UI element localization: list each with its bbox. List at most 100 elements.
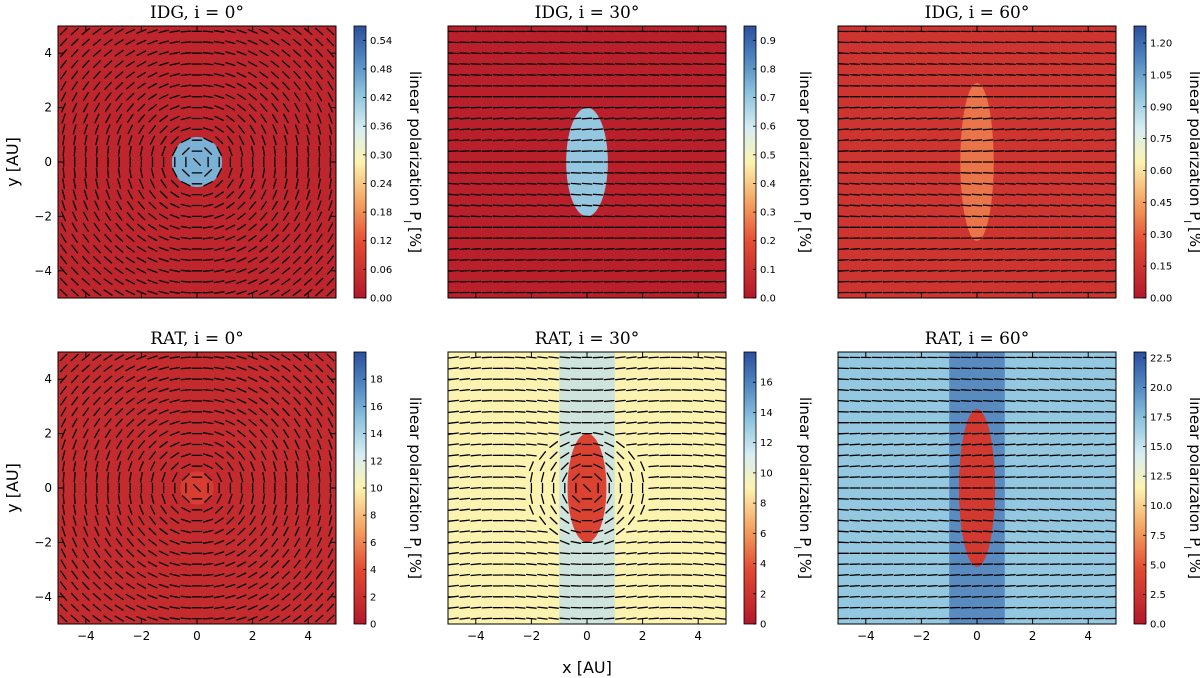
panel-title: RAT, i = 30° [535, 329, 639, 349]
y-tick-label: 4 [44, 372, 52, 386]
panel-idg-i60: IDG, i = 60° 0.00 0.15 0.30 0.45 0.60 0.75 0.90… [837, 3, 1200, 305]
colorbar-tick-label: 0.0 [760, 294, 776, 305]
polarization-vectors [838, 356, 1116, 620]
colorbar-tick-label: 16 [760, 378, 773, 389]
colorbar-tick-label: 0.30 [370, 150, 392, 161]
colorbar-tick-label: 4 [370, 565, 376, 576]
colorbar-tick-label: 10 [760, 468, 773, 479]
polarization-vectors [838, 30, 1116, 294]
colorbar-tick-label: 0.24 [370, 179, 392, 190]
y-tick-label: −2 [34, 209, 52, 223]
colorbar-tick-label: 5.0 [1150, 560, 1166, 571]
colorbar-tick-label: 0.3 [760, 208, 776, 219]
colorbar-tick-label: 0.54 [370, 36, 392, 47]
colorbar-tick-label: 2 [760, 589, 766, 600]
colorbar-tick-label: 0.6 [760, 122, 776, 133]
colorbar-tick-label: 0 [760, 620, 766, 631]
colorbar-tick-label: 2 [370, 592, 376, 603]
colorbar-tick-label: 1.05 [1150, 70, 1172, 81]
colorbar-tick-label: 20.0 [1150, 383, 1172, 394]
y-axis-label: y [AU] [3, 137, 22, 187]
colorbar-tick-label: 1.20 [1150, 39, 1172, 50]
colorbar-tick-label: 12 [370, 456, 383, 467]
colorbar-tick-label: 0.48 [370, 64, 392, 75]
colorbar-tick-label: 0.12 [370, 236, 392, 247]
polarization-vectors [59, 353, 335, 623]
colorbar-tick-label: 8 [370, 511, 376, 522]
colorbar-tick-label: 10 [370, 484, 383, 495]
colorbar-tick-label: 0.7 [760, 93, 776, 104]
colorbar [1133, 25, 1147, 299]
x-tick-label: 2 [639, 629, 647, 643]
x-tick-label: 2 [249, 629, 257, 643]
y-tick-label: 0 [44, 155, 52, 169]
colorbar-tick-label: 0.75 [1150, 134, 1172, 145]
x-tick-label: −2 [913, 629, 931, 643]
colorbar-tick-label: 0.1 [760, 265, 776, 276]
colorbar-tick-label: 0.90 [1150, 102, 1172, 113]
colorbar-tick-label: 0.4 [760, 179, 776, 190]
colorbar-tick-label: 12.5 [1150, 472, 1172, 483]
y-tick-label: −4 [34, 590, 52, 604]
colorbar [353, 25, 367, 299]
x-tick-label: 4 [1084, 629, 1092, 643]
x-tick-label: 2 [1029, 629, 1037, 643]
colorbar-tick-label: 0.15 [1150, 262, 1172, 273]
panel-rat-i30: RAT, i = 30° −4 −2 0 2 4 0 2 4 6 8 10 12 14 16 linear p… [447, 329, 815, 643]
panel-rat-i60: RAT, i = 60° −4 −2 0 2 4 0.0 2.5 5.0 7.5 10.0 12.5 1… [837, 329, 1200, 643]
y-axis-label: y [AU] [3, 463, 22, 513]
panel-idg-i0: IDG, i = 0° −4 −2 0 2 4 y [AU] 0.00 0.06 0.12 0.18… [3, 3, 424, 305]
colorbar-tick-label: 8 [760, 499, 766, 510]
x-tick-label: −4 [467, 629, 485, 643]
colorbar-tick-label: 15.0 [1150, 442, 1172, 453]
colorbar-tick-label: 0.60 [1150, 166, 1172, 177]
colorbar-tick-label: 0.45 [1150, 198, 1172, 209]
colorbar-tick-label: 6 [370, 538, 376, 549]
colorbar-tick-label: 0.06 [370, 265, 392, 276]
panel-title: IDG, i = 0° [150, 3, 244, 23]
panel-idg-i30: IDG, i = 30° 0.0 0.1 0.2 0.3 0.4 0.5 0.6 0.7 0.8 0… [447, 3, 815, 305]
x-axis-label: x [AU] [562, 658, 612, 677]
colorbar-tick-label: 0.5 [760, 150, 776, 161]
colorbar-tick-label: 0.36 [370, 122, 392, 133]
colorbar-label: linear polarization Pl[%] [402, 397, 425, 579]
colorbar-tick-label: 0.2 [760, 236, 776, 247]
colorbar-tick-label: 14 [370, 429, 383, 440]
polarization-vectors [448, 356, 726, 620]
polarization-vectors [448, 30, 726, 294]
panel-title: RAT, i = 60° [925, 329, 1029, 349]
colorbar-tick-label: 0.00 [1150, 294, 1172, 305]
x-tick-label: −4 [77, 629, 95, 643]
y-tick-label: 2 [44, 427, 52, 441]
colorbar-label: linear polarization Pl[%] [792, 71, 815, 253]
colorbar-tick-label: 0.42 [370, 93, 392, 104]
colorbar-tick-label: 6 [760, 529, 766, 540]
x-tick-label: −2 [523, 629, 541, 643]
x-tick-label: −4 [857, 629, 875, 643]
polarization-vectors [59, 27, 335, 297]
colorbar-label: linear polarization Pl[%] [402, 71, 425, 253]
x-tick-label: −2 [133, 629, 151, 643]
colorbar-tick-label: 0 [370, 620, 376, 631]
colorbar-tick-label: 18 [370, 375, 383, 386]
colorbar-label: linear polarization Pl[%] [1182, 397, 1200, 579]
colorbar-tick-label: 4 [760, 559, 766, 570]
colorbar [1133, 351, 1147, 625]
colorbar-label: linear polarization Pl[%] [1182, 71, 1200, 253]
x-tick-label: 0 [193, 629, 201, 643]
x-tick-label: 4 [304, 629, 312, 643]
panel-title: IDG, i = 30° [535, 3, 640, 23]
x-tick-label: 4 [694, 629, 702, 643]
y-tick-label: 4 [44, 46, 52, 60]
colorbar-tick-label: 12 [760, 438, 773, 449]
y-tick-label: −4 [34, 264, 52, 278]
colorbar-tick-label: 0.18 [370, 208, 392, 219]
colorbar-label: linear polarization Pl[%] [792, 397, 815, 579]
colorbar [743, 25, 757, 299]
x-tick-label: 0 [583, 629, 591, 643]
colorbar-tick-label: 14 [760, 408, 773, 419]
colorbar-tick-label: 0.00 [370, 294, 392, 305]
colorbar-tick-label: 10.0 [1150, 501, 1172, 512]
panel-title: RAT, i = 0° [150, 329, 244, 349]
